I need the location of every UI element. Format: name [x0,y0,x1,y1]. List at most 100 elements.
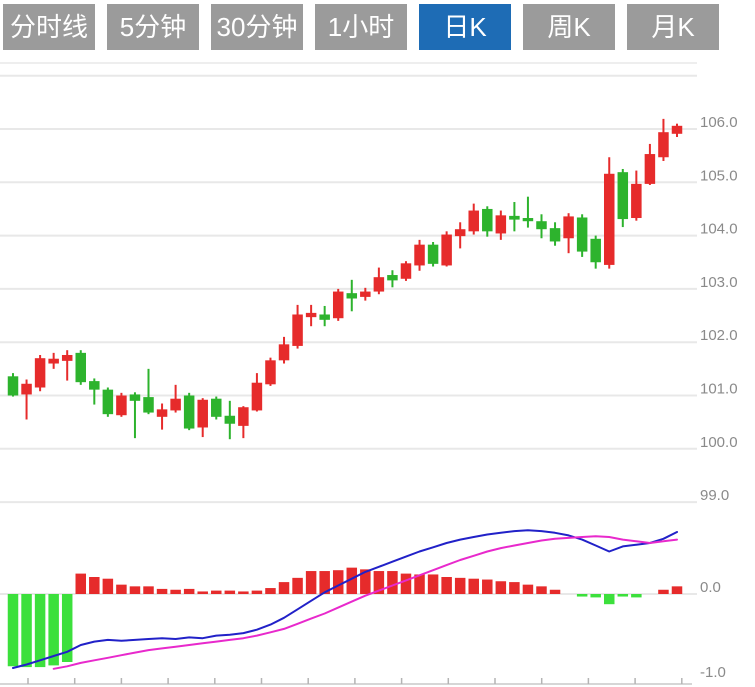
candle-body [48,358,59,364]
bottom-axis [0,678,692,685]
candle-body [495,215,507,234]
macd-bar [7,594,19,667]
macd-bar [658,589,669,594]
macd-bar [61,594,73,662]
candle-body [509,215,520,220]
candle-body [102,389,114,415]
macd-bar [34,594,46,668]
dif-line [12,529,678,669]
macd-bar [238,591,249,594]
macd-bar [292,577,303,594]
candle-body [183,395,195,429]
candle-body [617,172,629,220]
macd-bar [536,586,547,594]
candle-body [536,221,547,230]
macd-axis-label: -1.0 [700,664,726,681]
macd-bar [631,594,642,598]
macd-bar [373,571,385,594]
candle-body [21,383,32,395]
candle-body [658,132,669,158]
candle-body [292,314,303,346]
macd-bar [319,571,330,594]
candle-body [644,154,656,184]
price-axis-label: 104.0 [700,221,738,238]
tab-日K[interactable]: 日K [419,4,511,50]
macd-bar [482,579,493,594]
candle-body [522,218,534,222]
candle-body [387,275,398,281]
candle-body [603,173,615,265]
macd-bar [387,571,398,594]
macd-bar [332,570,344,594]
candle-body [89,381,100,390]
candle-body [129,394,141,401]
macd-bar [522,584,534,594]
candles-group [7,118,683,440]
macd-bar [224,590,236,594]
macd-bar [75,573,87,594]
tab-1小时[interactable]: 1小时 [315,4,407,50]
macd-bar [468,578,479,594]
price-axis-labels: 106.0 105.0 104.0 103.0 102.0 101.0 100.0 99.0 [700,114,738,504]
macd-bar [617,594,629,597]
macd-bar [441,577,452,594]
macd-bar [102,578,114,594]
candle-body [61,354,73,361]
price-axis-label: 101.0 [700,381,738,398]
price-axis-label: 99.0 [700,487,729,504]
candle-body [400,263,412,279]
macd-bar [454,577,466,594]
price-axis-label: 103.0 [700,274,738,291]
macd-axis-labels: 0.0 -1.0 [700,579,726,681]
candle-body [427,244,439,264]
tab-30分钟[interactable]: 30分钟 [211,4,303,50]
tab-分时线[interactable]: 分时线 [3,4,95,50]
candle-body [332,291,344,319]
macd-bar [305,571,317,594]
candle-body [278,344,290,361]
macd-bar [400,573,412,594]
candle-body [590,238,601,263]
candle-body [563,216,574,239]
candle-body [75,352,87,383]
tab-周K[interactable]: 周K [523,4,615,50]
dea-line [52,535,678,670]
macd-bar [197,591,208,594]
price-axis-label: 100.0 [700,434,738,451]
candle-body [34,358,46,388]
macd-bar [156,588,168,594]
macd-bar [509,582,520,594]
macd-bar [360,569,371,594]
macd-bar [414,574,425,594]
macd-bar [549,589,561,594]
candle-body [238,407,249,426]
macd-bar [278,582,290,594]
macd-bar [89,577,100,594]
macd-bar [576,594,588,597]
macd-bar [603,594,615,605]
macd-bar [116,584,127,594]
macd-bar [671,586,683,594]
price-gridlines [0,62,697,504]
tab-5分钟[interactable]: 5分钟 [107,4,199,50]
macd-bar [143,586,154,594]
macd-bar [495,581,507,594]
tab-月K[interactable]: 月K [627,4,719,50]
candle-body [373,277,385,292]
macd-bar [590,594,601,598]
macd-bar [129,586,141,594]
macd-bar [183,588,195,594]
macd-bar [265,588,276,594]
macd-bar [21,594,32,668]
candle-body [549,228,561,242]
candle-body [170,398,181,411]
candle-body [116,395,127,416]
macd-bar [48,594,59,666]
candle-body [576,217,588,252]
candle-body [414,244,425,266]
candle-body [197,399,208,428]
candle-body [265,360,276,385]
candle-body [631,183,642,219]
